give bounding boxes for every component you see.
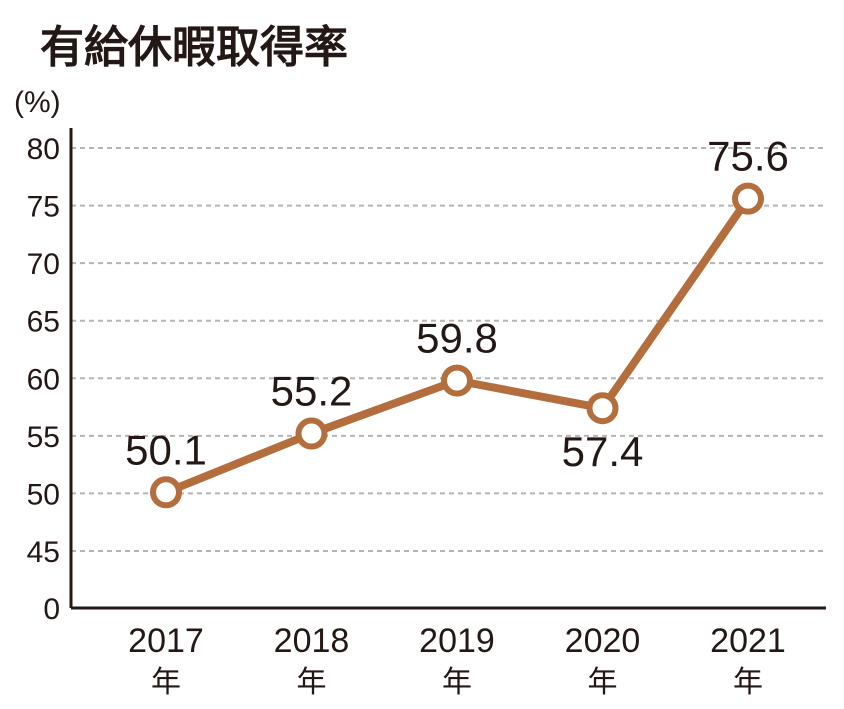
- x-tick-suffix: 年: [442, 665, 472, 700]
- unit-label: (%): [14, 86, 61, 119]
- y-tick-label: 45: [27, 536, 60, 569]
- y-axis-ticks: 0 45 50 55 60 65 70 75 80: [27, 133, 60, 626]
- y-tick-label: 75: [27, 191, 60, 224]
- data-label: 55.2: [271, 368, 353, 415]
- x-tick-label: 2017: [128, 622, 204, 660]
- data-label: 59.8: [416, 315, 498, 362]
- y-tick-label: 70: [27, 248, 60, 281]
- data-labels: 50.1 55.2 59.8 57.4 75.6: [125, 133, 789, 476]
- series-layer: [150, 182, 764, 509]
- data-point: [295, 417, 328, 450]
- x-tick-label: 2019: [419, 622, 495, 660]
- y-tick-label: 50: [27, 478, 60, 511]
- x-tick-suffix: 年: [733, 665, 763, 700]
- y-tick-label: 60: [27, 363, 60, 396]
- x-tick-label: 2018: [274, 622, 350, 660]
- x-tick-label: 2021: [710, 622, 786, 660]
- y-tick-label: 65: [27, 306, 60, 339]
- data-label: 75.6: [707, 133, 789, 180]
- y-tick-label: 80: [27, 133, 60, 166]
- x-tick-suffix: 年: [588, 665, 618, 700]
- data-label: 57.4: [562, 428, 644, 475]
- data-point: [586, 392, 619, 425]
- x-tick-suffix: 年: [151, 665, 181, 700]
- y-tick-label: 55: [27, 421, 60, 454]
- x-axis-ticks: 2017 年 2018 年 2019 年 2020 年 2021 年: [128, 622, 786, 700]
- data-label: 50.1: [125, 426, 207, 473]
- data-point: [732, 182, 764, 215]
- y-tick-label: 0: [43, 593, 60, 626]
- chart-title: 有給休暇取得率: [40, 22, 348, 73]
- x-tick-suffix: 年: [297, 665, 327, 700]
- x-tick-label: 2020: [565, 622, 641, 660]
- data-point: [441, 364, 473, 397]
- data-point: [150, 476, 182, 509]
